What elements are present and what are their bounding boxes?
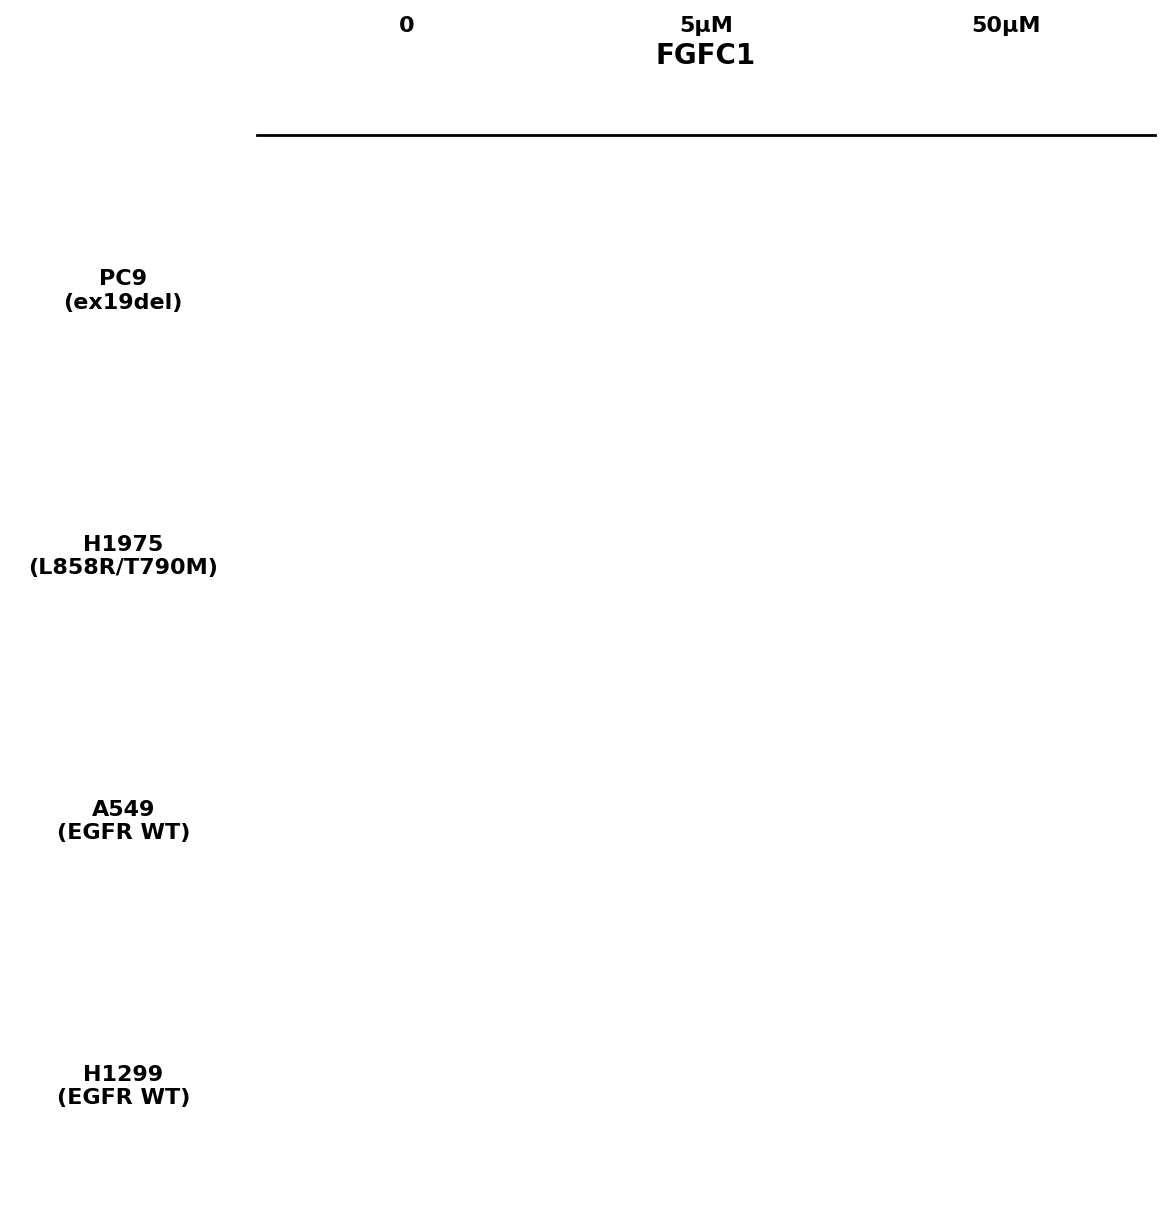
Text: 5μM: 5μM: [679, 16, 733, 37]
Text: A549
(EGFR WT): A549 (EGFR WT): [56, 800, 190, 842]
Text: H1299
(EGFR WT): H1299 (EGFR WT): [56, 1065, 190, 1108]
Text: FGFC1: FGFC1: [656, 41, 756, 69]
Text: PC9
(ex19del): PC9 (ex19del): [63, 269, 183, 312]
Text: H1975
(L858R/T790M): H1975 (L858R/T790M): [28, 535, 218, 578]
Text: 0: 0: [399, 16, 414, 37]
Text: 50μM: 50μM: [971, 16, 1040, 37]
